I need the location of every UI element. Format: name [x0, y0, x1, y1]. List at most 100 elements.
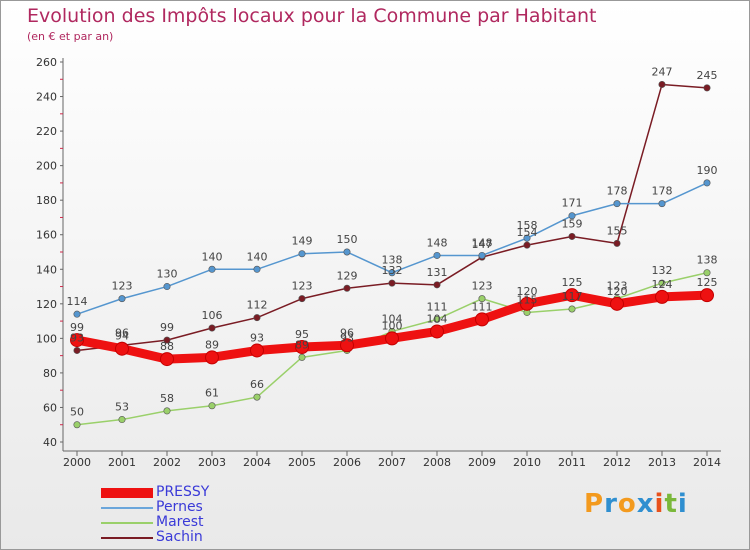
data-point-pernes [478, 251, 486, 259]
y-tick-label: 220 [36, 125, 57, 138]
x-tick-label: 2000 [63, 456, 91, 469]
legend-item-pressy: PRESSY [101, 485, 209, 500]
data-label-marest: 89 [295, 338, 309, 351]
data-point-marest [208, 402, 216, 410]
data-point-pernes [253, 265, 261, 273]
data-point-pernes [163, 283, 171, 291]
x-tick-label: 2010 [513, 456, 541, 469]
data-point-pressy [70, 333, 84, 348]
x-tick-label: 2011 [558, 456, 586, 469]
y-tick-label: 200 [36, 160, 57, 173]
data-label-sachin: 247 [652, 65, 673, 78]
data-point-pernes [568, 212, 576, 220]
x-tick-label: 2008 [423, 456, 451, 469]
data-point-pressy [700, 288, 714, 303]
logo-letter: x [636, 489, 655, 519]
data-point-sachin [433, 281, 441, 289]
data-point-sachin [658, 80, 666, 88]
data-point-marest [658, 279, 666, 287]
data-point-sachin [163, 336, 171, 344]
data-label-marest: 115 [517, 293, 538, 306]
data-point-pernes [703, 179, 711, 187]
data-label-sachin: 112 [247, 299, 268, 312]
y-tick-label: 60 [43, 401, 57, 414]
proxiti-logo: Proxiti [584, 489, 688, 519]
y-tick-label: 100 [36, 332, 57, 345]
logo-letter: i [654, 489, 665, 519]
data-label-pressy: 100 [382, 319, 403, 332]
data-point-pressy [430, 324, 444, 339]
data-point-sachin [208, 324, 216, 332]
data-label-sachin: 131 [427, 266, 448, 279]
legend-label: Sachin [156, 529, 203, 545]
data-point-pressy [295, 340, 309, 354]
data-point-sachin [298, 295, 306, 303]
data-label-sachin: 245 [697, 69, 718, 82]
logo-letter: i [677, 489, 688, 519]
logo-letter: r [604, 489, 618, 519]
data-label-marest: 50 [70, 406, 84, 419]
data-point-marest [253, 393, 261, 401]
data-label-sachin: 132 [382, 264, 403, 277]
logo-letter: o [617, 489, 637, 519]
data-label-sachin: 123 [292, 280, 313, 293]
legend-item-marest: Marest [101, 515, 209, 530]
data-label-pernes: 130 [157, 268, 178, 281]
data-point-pressy [520, 296, 534, 311]
data-point-pressy [610, 296, 624, 311]
x-tick-label: 2013 [648, 456, 676, 469]
data-point-pernes [433, 251, 441, 259]
data-label-pressy: 88 [160, 340, 174, 353]
data-point-sachin [73, 346, 81, 354]
data-label-marest: 123 [472, 280, 493, 293]
x-tick-label: 2002 [153, 456, 181, 469]
data-point-pernes [73, 310, 81, 318]
data-point-marest [433, 315, 441, 323]
x-tick-label: 2014 [693, 456, 721, 469]
data-point-sachin [253, 314, 261, 322]
data-point-pressy [340, 338, 354, 353]
data-label-marest: 53 [115, 401, 129, 414]
data-label-pernes: 190 [697, 164, 718, 177]
x-tick-label: 2009 [468, 456, 496, 469]
data-label-marest: 111 [427, 300, 448, 313]
legend-item-pernes: Pernes [101, 500, 209, 515]
x-tick-label: 2012 [603, 456, 631, 469]
data-point-pernes [118, 295, 126, 303]
data-point-sachin [523, 241, 531, 249]
y-tick-label: 40 [43, 436, 57, 449]
data-point-pernes [658, 200, 666, 208]
y-tick-label: 180 [36, 194, 57, 207]
data-label-marest: 104 [382, 312, 403, 325]
data-label-sachin: 96 [115, 326, 129, 339]
legend-swatch [101, 536, 153, 539]
data-point-pressy [205, 350, 219, 365]
data-label-pernes: 171 [562, 197, 583, 210]
data-label-marest: 58 [160, 392, 174, 405]
y-tick-label: 240 [36, 91, 57, 104]
legend-label: Pernes [156, 499, 203, 515]
data-label-pernes: 138 [382, 254, 403, 267]
x-tick-label: 2004 [243, 456, 271, 469]
data-label-pressy: 111 [472, 300, 493, 313]
data-label-pressy: 89 [205, 338, 219, 351]
data-point-pernes [298, 250, 306, 258]
legend-swatch [101, 487, 153, 498]
data-label-pernes: 123 [112, 280, 133, 293]
data-label-pernes: 114 [67, 295, 88, 308]
y-tick-label: 120 [36, 298, 57, 311]
data-label-pressy: 120 [517, 285, 538, 298]
x-tick-label: 2003 [198, 456, 226, 469]
data-point-pressy [385, 331, 399, 346]
data-point-pressy [250, 343, 264, 358]
data-label-sachin: 106 [202, 309, 223, 322]
data-label-marest: 132 [652, 264, 673, 277]
data-point-pernes [208, 265, 216, 273]
chart-subtitle: (en € et par an) [27, 30, 114, 43]
data-label-pernes: 140 [202, 250, 223, 263]
series-line-sachin [76, 83, 708, 352]
y-tick-label: 140 [36, 263, 57, 276]
logo-letter: t [664, 489, 678, 519]
data-point-pressy [475, 312, 489, 327]
data-label-pernes: 178 [607, 185, 628, 198]
